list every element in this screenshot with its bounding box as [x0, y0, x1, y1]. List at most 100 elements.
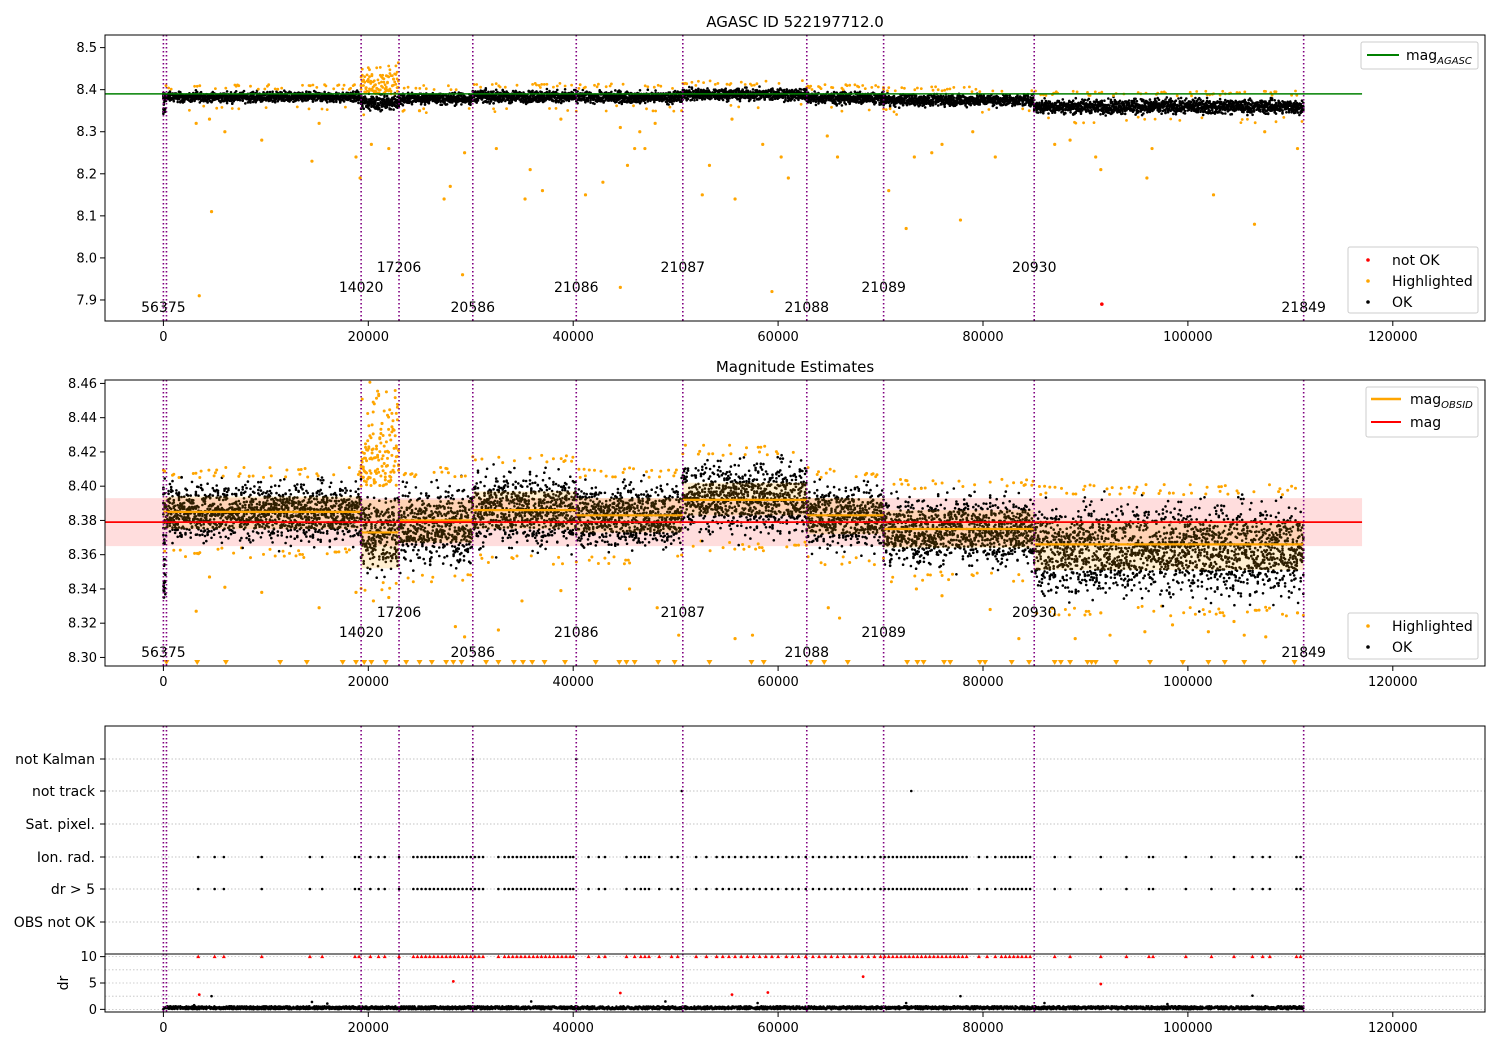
highlighted-point — [593, 83, 596, 87]
ok-point — [492, 90, 495, 93]
ok-point — [643, 101, 647, 105]
ok-point — [686, 97, 690, 101]
highlighted-point — [604, 85, 608, 89]
ok-point — [362, 107, 366, 110]
highlighted-point — [952, 86, 956, 89]
ok-point — [552, 99, 555, 103]
highlighted-point — [276, 87, 280, 91]
highlighted-point — [341, 87, 345, 91]
ok-point — [894, 105, 897, 108]
highlighted-point — [876, 85, 880, 89]
panel-agasc-title: AGASC ID 522197712.0 — [706, 13, 884, 31]
highlighted-point — [646, 85, 650, 89]
highlighted-point — [799, 102, 803, 106]
highlighted-point — [651, 109, 655, 113]
highlighted-point — [831, 86, 835, 89]
highlighted-point — [900, 86, 904, 89]
highlighted-point — [945, 87, 949, 91]
highlighted-point — [230, 107, 234, 110]
ok-point — [487, 90, 490, 94]
ok-point — [401, 103, 405, 107]
highlighted-point — [337, 83, 341, 87]
ok-point — [751, 88, 755, 91]
ok-point — [858, 90, 862, 94]
ok-point — [724, 87, 727, 90]
highlighted-point — [884, 108, 888, 111]
highlighted-point — [913, 88, 917, 92]
ok-point — [363, 95, 367, 98]
ok-point — [357, 101, 360, 105]
highlighted-point — [324, 84, 328, 88]
ok-point — [582, 96, 586, 100]
ok-point — [813, 90, 816, 93]
panel-agasc: AGASC ID 522197712.0 5637514020172062058… — [76, 13, 1486, 345]
highlighted-point — [424, 111, 428, 114]
highlighted-point — [615, 104, 618, 108]
highlighted-point — [685, 82, 689, 86]
highlighted-point — [577, 87, 581, 90]
ok-point — [297, 98, 300, 102]
highlighted-point — [857, 85, 861, 89]
highlighted-point — [1021, 107, 1025, 111]
ok-point — [392, 108, 395, 111]
highlighted-point — [467, 107, 471, 110]
highlighted-point — [498, 85, 502, 89]
highlighted-point — [991, 89, 995, 93]
ok-point — [936, 104, 940, 107]
highlighted-point — [584, 85, 587, 89]
highlighted-point — [535, 83, 538, 87]
ok-point — [646, 88, 650, 91]
ok-point — [978, 103, 982, 106]
ok-point — [786, 94, 790, 98]
ok-point — [952, 96, 956, 99]
highlighted-point — [750, 84, 754, 87]
highlighted-point — [861, 84, 865, 87]
highlighted-point — [215, 106, 219, 110]
highlighted-point — [237, 84, 241, 88]
highlighted-point — [656, 83, 660, 87]
highlighted-point — [974, 87, 978, 91]
highlighted-point — [604, 109, 608, 113]
highlighted-point — [432, 88, 436, 91]
highlighted-point — [970, 90, 974, 94]
highlighted-point — [654, 109, 657, 113]
ok-point — [943, 105, 946, 109]
ok-point — [589, 101, 592, 104]
ok-point — [244, 102, 247, 105]
ok-point — [746, 89, 750, 93]
ok-point — [385, 94, 389, 98]
highlighted-point — [962, 86, 966, 89]
ok-point — [870, 95, 874, 98]
highlighted-point — [273, 87, 277, 91]
ok-point — [897, 106, 901, 109]
highlighted-point — [694, 84, 698, 87]
ok-point — [168, 90, 172, 93]
highlighted-point — [702, 81, 705, 84]
ok-point — [799, 88, 803, 91]
highlighted-point — [672, 109, 676, 113]
ok-point — [844, 102, 848, 106]
highlighted-point — [764, 79, 768, 83]
highlighted-point — [311, 83, 315, 87]
highlighted-point — [819, 87, 823, 90]
highlighted-point — [503, 85, 507, 89]
highlighted-point — [349, 86, 352, 90]
highlighted-point — [320, 107, 324, 111]
ok-point — [793, 99, 796, 102]
ok-point — [225, 90, 229, 93]
ok-point — [338, 101, 342, 104]
highlighted-point — [1027, 109, 1031, 113]
ok-point — [814, 100, 818, 104]
ok-point — [389, 108, 393, 111]
ok-point — [741, 88, 744, 91]
highlighted-point — [777, 82, 781, 85]
highlighted-point — [447, 84, 450, 88]
highlighted-point — [202, 104, 206, 108]
highlighted-point — [737, 105, 741, 109]
highlighted-point — [645, 107, 648, 111]
ok-point — [502, 97, 506, 101]
highlighted-point — [195, 84, 199, 88]
ok-point — [797, 98, 800, 102]
highlighted-point — [578, 83, 582, 87]
highlighted-point — [539, 86, 542, 89]
